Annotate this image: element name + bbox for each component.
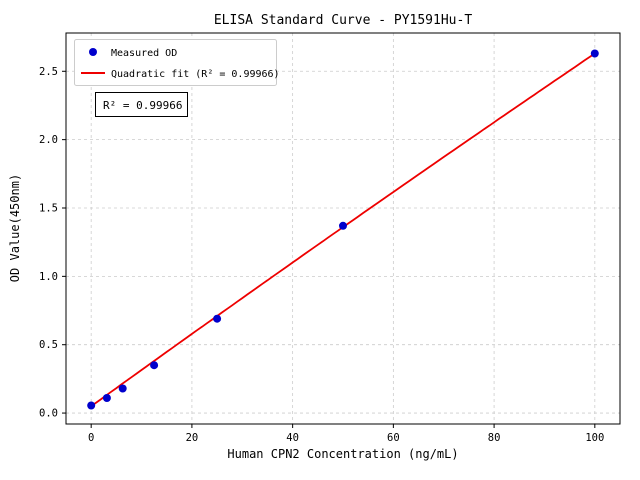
legend-label-measured-od: Measured OD <box>111 48 177 59</box>
y-tick-label: 2.5 <box>39 66 58 78</box>
x-tick-label: 40 <box>286 432 299 444</box>
r-squared-annotation: R² = 0.99966 <box>95 92 188 117</box>
data-point <box>87 401 96 410</box>
data-point <box>213 314 222 323</box>
x-tick-label: 60 <box>387 432 400 444</box>
x-axis-label: Human CPN2 Concentration (ng/mL) <box>227 447 458 461</box>
data-point <box>118 384 127 393</box>
y-axis-label: OD Value(450nm) <box>8 174 22 282</box>
legend-label-quadratic-fit: Quadratic fit (R² = 0.99966) <box>111 69 280 80</box>
chart-title: ELISA Standard Curve - PY1591Hu-T <box>214 13 472 28</box>
y-tick-label: 0.0 <box>39 408 58 420</box>
legend: Measured OD Quadratic fit (R² = 0.99966) <box>74 39 280 86</box>
annotation-text: R² = 0.99966 <box>103 99 182 112</box>
data-point <box>102 394 111 402</box>
data-point <box>590 49 599 58</box>
y-tick-label: 1.0 <box>39 271 58 283</box>
x-tick-label: 100 <box>585 432 604 444</box>
legend-marker-measured-od <box>89 48 97 56</box>
plot-border <box>65 32 621 425</box>
data-point <box>150 361 159 370</box>
annotation-frame <box>95 92 188 117</box>
y-tick-label: 2.0 <box>39 134 58 146</box>
y-tick-label: 0.5 <box>39 339 58 351</box>
y-tick-label: 1.5 <box>39 202 58 214</box>
x-tick-label: 0 <box>88 432 94 444</box>
x-tick-label: 20 <box>186 432 199 444</box>
data-point <box>339 221 347 230</box>
x-tick-label: 80 <box>488 432 501 444</box>
legend-frame <box>74 39 277 86</box>
